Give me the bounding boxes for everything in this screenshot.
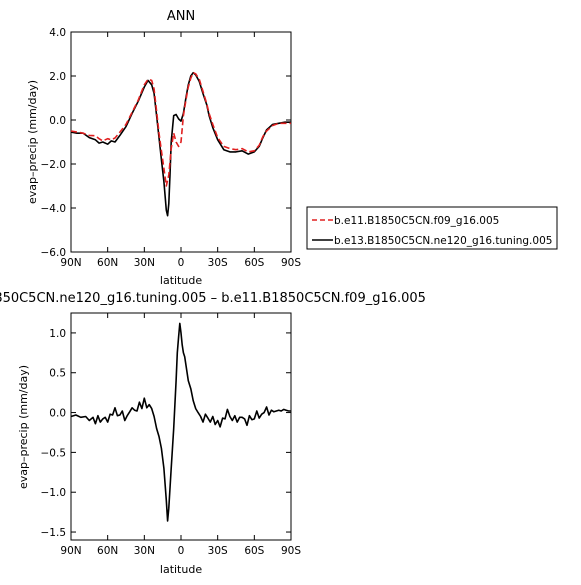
bottom-panel-x-tick-label: 60N	[97, 545, 118, 557]
top-panel-x-tick-label: 90N	[60, 257, 81, 269]
top-panel-y-tick-label: −4.0	[41, 203, 67, 215]
top-panel-series-line-0	[70, 71, 291, 187]
top-panel-y-tick-label: −2.0	[41, 159, 67, 171]
bottom-panel-axes: 90N 60N 30N 0 30S 60S 90S 1.0 0.5 0.0 −0.5 −1.0 −1.5	[41, 313, 301, 557]
bottom-panel-x-tick-label: 0	[178, 545, 185, 557]
legend-box	[306, 206, 558, 250]
top-panel-y-tick-label: −6.0	[41, 247, 67, 259]
bottom-panel-y-tick-label: −1.5	[41, 527, 67, 539]
bottom-panel-x-tick-label: 90S	[281, 545, 301, 557]
bottom-panel-series	[70, 322, 291, 522]
bottom-panel-x-tick-label: 90N	[60, 545, 81, 557]
bottom-panel-x-tick-label: 60S	[244, 545, 264, 557]
bottom-panel-y-axis-label: evap–precip (mm/day)	[17, 365, 30, 489]
bottom-panel-plot-frame	[70, 312, 292, 541]
bottom-panel-x-tick-label: 30S	[208, 545, 228, 557]
legend: b.e11.B1850C5CN.f09_g16.005 b.e13.B1850C…	[306, 206, 558, 250]
top-panel-y-tick-label: 4.0	[49, 27, 66, 39]
top-panel-y-tick-label: 0.0	[49, 115, 66, 127]
top-panel-x-tick-label: 30S	[208, 257, 228, 269]
top-panel-y-axis-label: evap–precip (mm/day)	[26, 80, 39, 204]
legend-label-ne120: b.e13.B1850C5CN.ne120_g16.tuning.005	[334, 235, 552, 247]
legend-label-f09: b.e11.B1850C5CN.f09_g16.005	[334, 215, 499, 227]
bottom-panel-series-line-0	[70, 322, 291, 522]
top-panel-series	[70, 71, 291, 217]
top-panel-x-tick-label: 90S	[281, 257, 301, 269]
top-panel: ANN 90N 60N 30N 0 30S 60S 90S 4.0 2.0 0.0 −2.0 −4.0…	[26, 9, 301, 287]
bottom-panel-y-tick-label: 0.5	[49, 368, 66, 380]
bottom-panel-x-tick-label: 30N	[134, 545, 155, 557]
bottom-panel-y-tick-label: −1.0	[41, 487, 67, 499]
top-panel-title: ANN	[167, 9, 195, 24]
top-panel-x-axis-label: latitude	[160, 274, 202, 287]
top-panel-x-tick-label: 0	[178, 257, 185, 269]
top-panel-x-tick-label: 60N	[97, 257, 118, 269]
bottom-panel-x-axis-label: latitude	[160, 563, 202, 576]
top-panel-axes: 90N 60N 30N 0 30S 60S 90S 4.0 2.0 0.0 −2.0 −4.0 −6.0	[41, 27, 302, 269]
top-panel-y-tick-label: 2.0	[49, 71, 66, 83]
bottom-panel-y-tick-label: 0.0	[49, 408, 66, 420]
top-panel-x-tick-label: 60S	[244, 257, 264, 269]
top-panel-x-tick-label: 30N	[134, 257, 155, 269]
bottom-panel-title: b.e13.B1850C5CN.ne120_g16.tuning.005 – b…	[0, 291, 426, 306]
bottom-panel-y-tick-label: −0.5	[41, 447, 67, 459]
bottom-panel-y-tick-label: 1.0	[49, 328, 66, 340]
top-panel-series-line-1	[70, 71, 291, 217]
bottom-panel: b.e13.B1850C5CN.ne120_g16.tuning.005 – b…	[0, 291, 426, 576]
